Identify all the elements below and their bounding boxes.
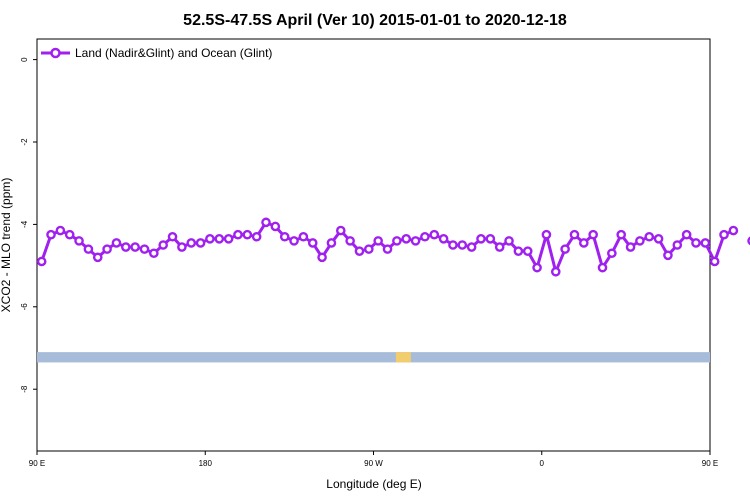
data-point [317, 252, 327, 263]
data-point [504, 236, 514, 246]
series-layer [36, 217, 750, 277]
data-point [139, 244, 150, 254]
data-point [448, 240, 458, 250]
y-axis-label: XCO2 - MLO trend (ppm) [0, 178, 13, 313]
data-point [429, 229, 440, 240]
data-point [158, 240, 168, 250]
data-point [579, 238, 589, 248]
data-point [307, 238, 318, 248]
data-point [635, 236, 645, 246]
data-point [205, 234, 215, 244]
data-point [233, 229, 243, 240]
x-tick-label: 180 [199, 459, 213, 468]
data-point [691, 238, 701, 248]
data-point [532, 262, 542, 273]
data-point [607, 248, 617, 259]
data-point [242, 229, 253, 240]
y-tick-label: 0 [20, 57, 29, 62]
data-point [588, 229, 598, 240]
data-point [494, 242, 505, 252]
data-point [476, 234, 486, 244]
data-point [700, 238, 711, 248]
surface-band [37, 352, 710, 363]
data-point [513, 246, 524, 256]
data-point [251, 231, 262, 242]
data-point [457, 240, 468, 250]
data-point [644, 231, 655, 242]
data-point [74, 236, 84, 246]
data-point [279, 231, 290, 242]
data-point [719, 229, 729, 240]
data-point [597, 262, 608, 273]
data-point [560, 244, 570, 254]
data-point [625, 242, 636, 252]
data-point [83, 244, 94, 254]
y-tick-label: -4 [20, 220, 29, 228]
data-point [681, 229, 692, 240]
data-point [261, 217, 271, 228]
data-point [364, 244, 374, 254]
data-point [46, 229, 56, 240]
legend-label: Land (Nadir&Glint) and Ocean (Glint) [75, 46, 272, 60]
legend: Land (Nadir&Glint) and Ocean (Glint) [41, 46, 272, 60]
data-point [672, 240, 683, 250]
data-point [195, 238, 206, 248]
data-point [522, 246, 533, 256]
y-axis-ticks: 0 -2 -4 -6 -8 [20, 57, 37, 393]
data-point [130, 242, 140, 252]
data-point [709, 256, 720, 267]
data-point [186, 238, 197, 248]
data-point [64, 229, 75, 240]
chart-title: 52.5S-47.5S April (Ver 10) 2015-01-01 to… [183, 12, 567, 29]
data-point [653, 234, 664, 244]
land-segment [395, 352, 411, 363]
data-point [102, 244, 112, 254]
data-point [401, 234, 412, 244]
data-point [270, 221, 281, 232]
data-point [466, 242, 477, 252]
data-point [298, 231, 309, 242]
data-point [438, 234, 449, 244]
data-point [214, 234, 225, 244]
y-tick-label: -6 [20, 303, 29, 311]
data-point [289, 236, 299, 246]
data-point [223, 234, 234, 244]
y-tick-label: -8 [20, 385, 29, 393]
legend-marker [50, 47, 61, 59]
data-point [167, 231, 178, 242]
data-point [616, 229, 627, 240]
x-tick-label: 0 [540, 459, 545, 468]
data-point [335, 225, 346, 236]
x-axis-ticks: 90 E 180 90 W 0 90 E [29, 451, 718, 468]
x-tick-label: 90 E [29, 459, 45, 468]
data-point [120, 242, 131, 252]
data-point [36, 256, 47, 267]
data-point [345, 236, 355, 246]
ocean-band [37, 352, 710, 363]
data-point [728, 225, 739, 236]
data-point [663, 250, 673, 261]
data-point [550, 266, 561, 277]
data-point [420, 231, 430, 242]
data-point [569, 229, 580, 240]
data-point [485, 234, 496, 244]
data-point [354, 246, 365, 256]
data-point [410, 236, 421, 246]
data-point [373, 236, 383, 246]
data-point [177, 242, 187, 252]
data-point [392, 236, 402, 246]
x-tick-label: 90 W [364, 459, 383, 468]
y-tick-label: -2 [20, 138, 29, 146]
data-point [92, 252, 103, 263]
data-point [326, 238, 337, 248]
x-axis-label: Longitude (deg E) [326, 477, 421, 491]
data-point [111, 238, 122, 248]
data-point [149, 248, 159, 259]
data-point [382, 244, 393, 254]
data-point [55, 225, 66, 236]
x-tick-label: 90 E [702, 459, 718, 468]
data-point [541, 229, 552, 240]
